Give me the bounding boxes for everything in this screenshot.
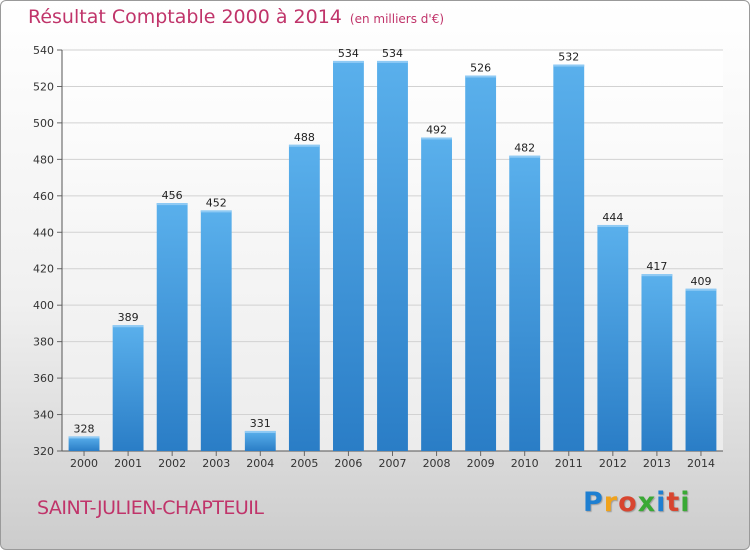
- bar-highlight: [597, 224, 629, 227]
- y-tick-label: 520: [33, 80, 54, 93]
- y-tick-label: 420: [33, 263, 54, 276]
- bar-highlight: [288, 144, 320, 147]
- bar-highlight: [553, 64, 585, 67]
- y-tick-label: 400: [33, 299, 54, 312]
- y-tick-label: 540: [33, 44, 54, 57]
- bar: [333, 60, 364, 451]
- commune-name: SAINT-JULIEN-CHAPTEUIL: [37, 497, 264, 519]
- bar-value-label: 331: [250, 417, 271, 430]
- chart-title: Résultat Comptable 2000 à 2014 (en millie…: [28, 6, 444, 28]
- bar: [421, 137, 452, 451]
- logo-letter: t: [666, 487, 681, 518]
- bar-highlight: [200, 210, 232, 213]
- y-tick-label: 500: [33, 117, 54, 130]
- bar: [553, 64, 585, 451]
- y-tick-label: 460: [33, 190, 54, 203]
- bar-highlight: [465, 75, 497, 78]
- bar-highlight: [509, 155, 541, 158]
- x-tick-label: 2006: [334, 457, 362, 470]
- bar: [156, 203, 188, 451]
- bar: [112, 325, 144, 451]
- bar-value-label: 526: [470, 62, 491, 75]
- bar: [200, 210, 232, 451]
- x-tick-label: 2010: [511, 457, 539, 470]
- bar-highlight: [685, 288, 717, 291]
- bar-value-label: 492: [426, 123, 447, 136]
- bar-highlight: [333, 60, 364, 63]
- proxiti-logo: Proxiti: [583, 487, 691, 518]
- bar-value-label: 488: [294, 131, 315, 144]
- bar: [465, 75, 497, 451]
- bar-highlight: [377, 60, 408, 63]
- logo-letter: i: [656, 487, 667, 518]
- logo-letter: x: [637, 487, 657, 518]
- x-tick-label: 2007: [379, 457, 407, 470]
- bar: [288, 144, 320, 452]
- logo-letter: i: [680, 487, 691, 518]
- x-tick-label: 2014: [687, 457, 715, 470]
- bar-highlight: [112, 325, 144, 328]
- bar-value-label: 534: [338, 47, 359, 60]
- bar: [68, 436, 100, 451]
- x-tick-label: 2011: [555, 457, 583, 470]
- bar-highlight: [421, 137, 452, 140]
- chart-unit-note: (en milliers d'€): [349, 12, 445, 26]
- x-tick-label: 2012: [599, 457, 627, 470]
- y-tick-label: 360: [33, 372, 54, 385]
- bar-value-label: 409: [690, 275, 711, 288]
- bar-value-label: 456: [162, 189, 183, 202]
- bar-highlight: [641, 274, 673, 277]
- bar-highlight: [156, 203, 188, 206]
- bar: [641, 274, 673, 451]
- y-tick-label: 340: [33, 409, 54, 422]
- x-tick-label: 2000: [70, 457, 98, 470]
- bar: [597, 224, 629, 451]
- bar: [244, 430, 276, 451]
- x-tick-label: 2001: [114, 457, 142, 470]
- chart-title-text: Résultat Comptable 2000 à 2014: [28, 6, 342, 28]
- bar-value-label: 482: [514, 142, 535, 155]
- x-tick-label: 2005: [290, 457, 318, 470]
- bar-value-label: 444: [602, 211, 623, 224]
- x-tick-label: 2008: [423, 457, 451, 470]
- x-tick-label: 2004: [246, 457, 274, 470]
- x-tick-label: 2003: [202, 457, 230, 470]
- logo-letter: o: [618, 487, 638, 518]
- bar: [377, 60, 408, 451]
- y-tick-label: 380: [33, 336, 54, 349]
- bar-value-label: 389: [118, 311, 139, 324]
- x-tick-label: 2013: [643, 457, 671, 470]
- bar-highlight: [68, 436, 100, 439]
- logo-letter: r: [603, 487, 619, 518]
- bar-highlight: [244, 430, 276, 433]
- bar-value-label: 534: [382, 47, 403, 60]
- bar: [509, 155, 541, 451]
- bar: [685, 288, 717, 451]
- y-tick-label: 480: [33, 153, 54, 166]
- y-tick-label: 320: [33, 445, 54, 458]
- bar-value-label: 417: [646, 260, 667, 273]
- bar-value-label: 328: [74, 422, 95, 435]
- x-tick-label: 2002: [158, 457, 186, 470]
- bar-value-label: 532: [558, 51, 579, 64]
- logo-letter: P: [583, 487, 604, 518]
- y-tick-label: 440: [33, 226, 54, 239]
- x-tick-label: 2009: [467, 457, 495, 470]
- bar-value-label: 452: [206, 196, 227, 209]
